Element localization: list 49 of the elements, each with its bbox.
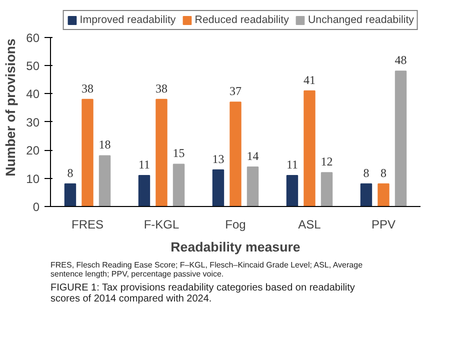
y-tick-label: 60: [26, 30, 40, 45]
data-label: 15: [172, 146, 185, 160]
data-label: 48: [394, 53, 407, 68]
legend-label: Improved readability: [80, 14, 176, 26]
x-tick-label: Fog: [225, 218, 246, 232]
y-axis-title: Number of provisions: [3, 38, 18, 176]
data-label: 37: [230, 84, 242, 98]
bar: [246, 166, 259, 206]
x-tick-label: FRES: [72, 218, 104, 232]
data-label: 41: [304, 72, 316, 87]
bar: [320, 172, 333, 206]
y-tick-label: 20: [26, 144, 40, 158]
bar: [394, 70, 407, 206]
y-tick-label: 10: [26, 172, 40, 186]
data-label: 38: [156, 81, 168, 96]
text: FRES, Flesch Reading Ease Score; F–KGL, Flesch–Kincaid Grade Level; ASL, Average sentence length; PPV, percentage passive voice.: [50, 260, 364, 278]
x-tick-label: F-KGL: [144, 218, 180, 232]
legend-label: Reduced readability: [194, 14, 289, 26]
bar: [64, 183, 76, 206]
data-label: 11: [286, 157, 298, 172]
bar: [156, 98, 168, 206]
bar: [212, 169, 224, 206]
bar: [172, 164, 185, 206]
data-label: 18: [98, 138, 111, 152]
x-tick-label: ASL: [298, 218, 322, 232]
bar: [286, 174, 298, 206]
bar: [378, 183, 390, 206]
bar: [360, 183, 372, 206]
data-label: 11: [138, 157, 150, 172]
y-tick-label: 40: [26, 87, 40, 102]
data-label: 8: [380, 166, 386, 180]
data-label: 8: [67, 166, 74, 180]
x-axis-title: Readability measure: [170, 240, 300, 254]
data-label: 8: [363, 166, 370, 180]
y-tick-label: 0: [32, 200, 40, 214]
y-tick-label: 30: [26, 115, 40, 130]
y-tick-label: 50: [26, 58, 40, 73]
caption: FIGURE 1: Tax provisions readability categories based on readability scores of 2014 compared with 2024.: [50, 282, 355, 304]
data-label: 14: [246, 149, 259, 164]
x-tick-label: PPV: [371, 218, 396, 232]
data-label: 12: [320, 154, 333, 169]
bar: [138, 174, 150, 206]
bar: [82, 98, 94, 206]
bar: [304, 90, 316, 206]
data-label: 38: [82, 81, 94, 96]
data-label: 13: [212, 152, 224, 166]
bar: [230, 102, 242, 206]
bar: [98, 155, 111, 206]
legend-label: Unchanged readability: [308, 14, 414, 26]
